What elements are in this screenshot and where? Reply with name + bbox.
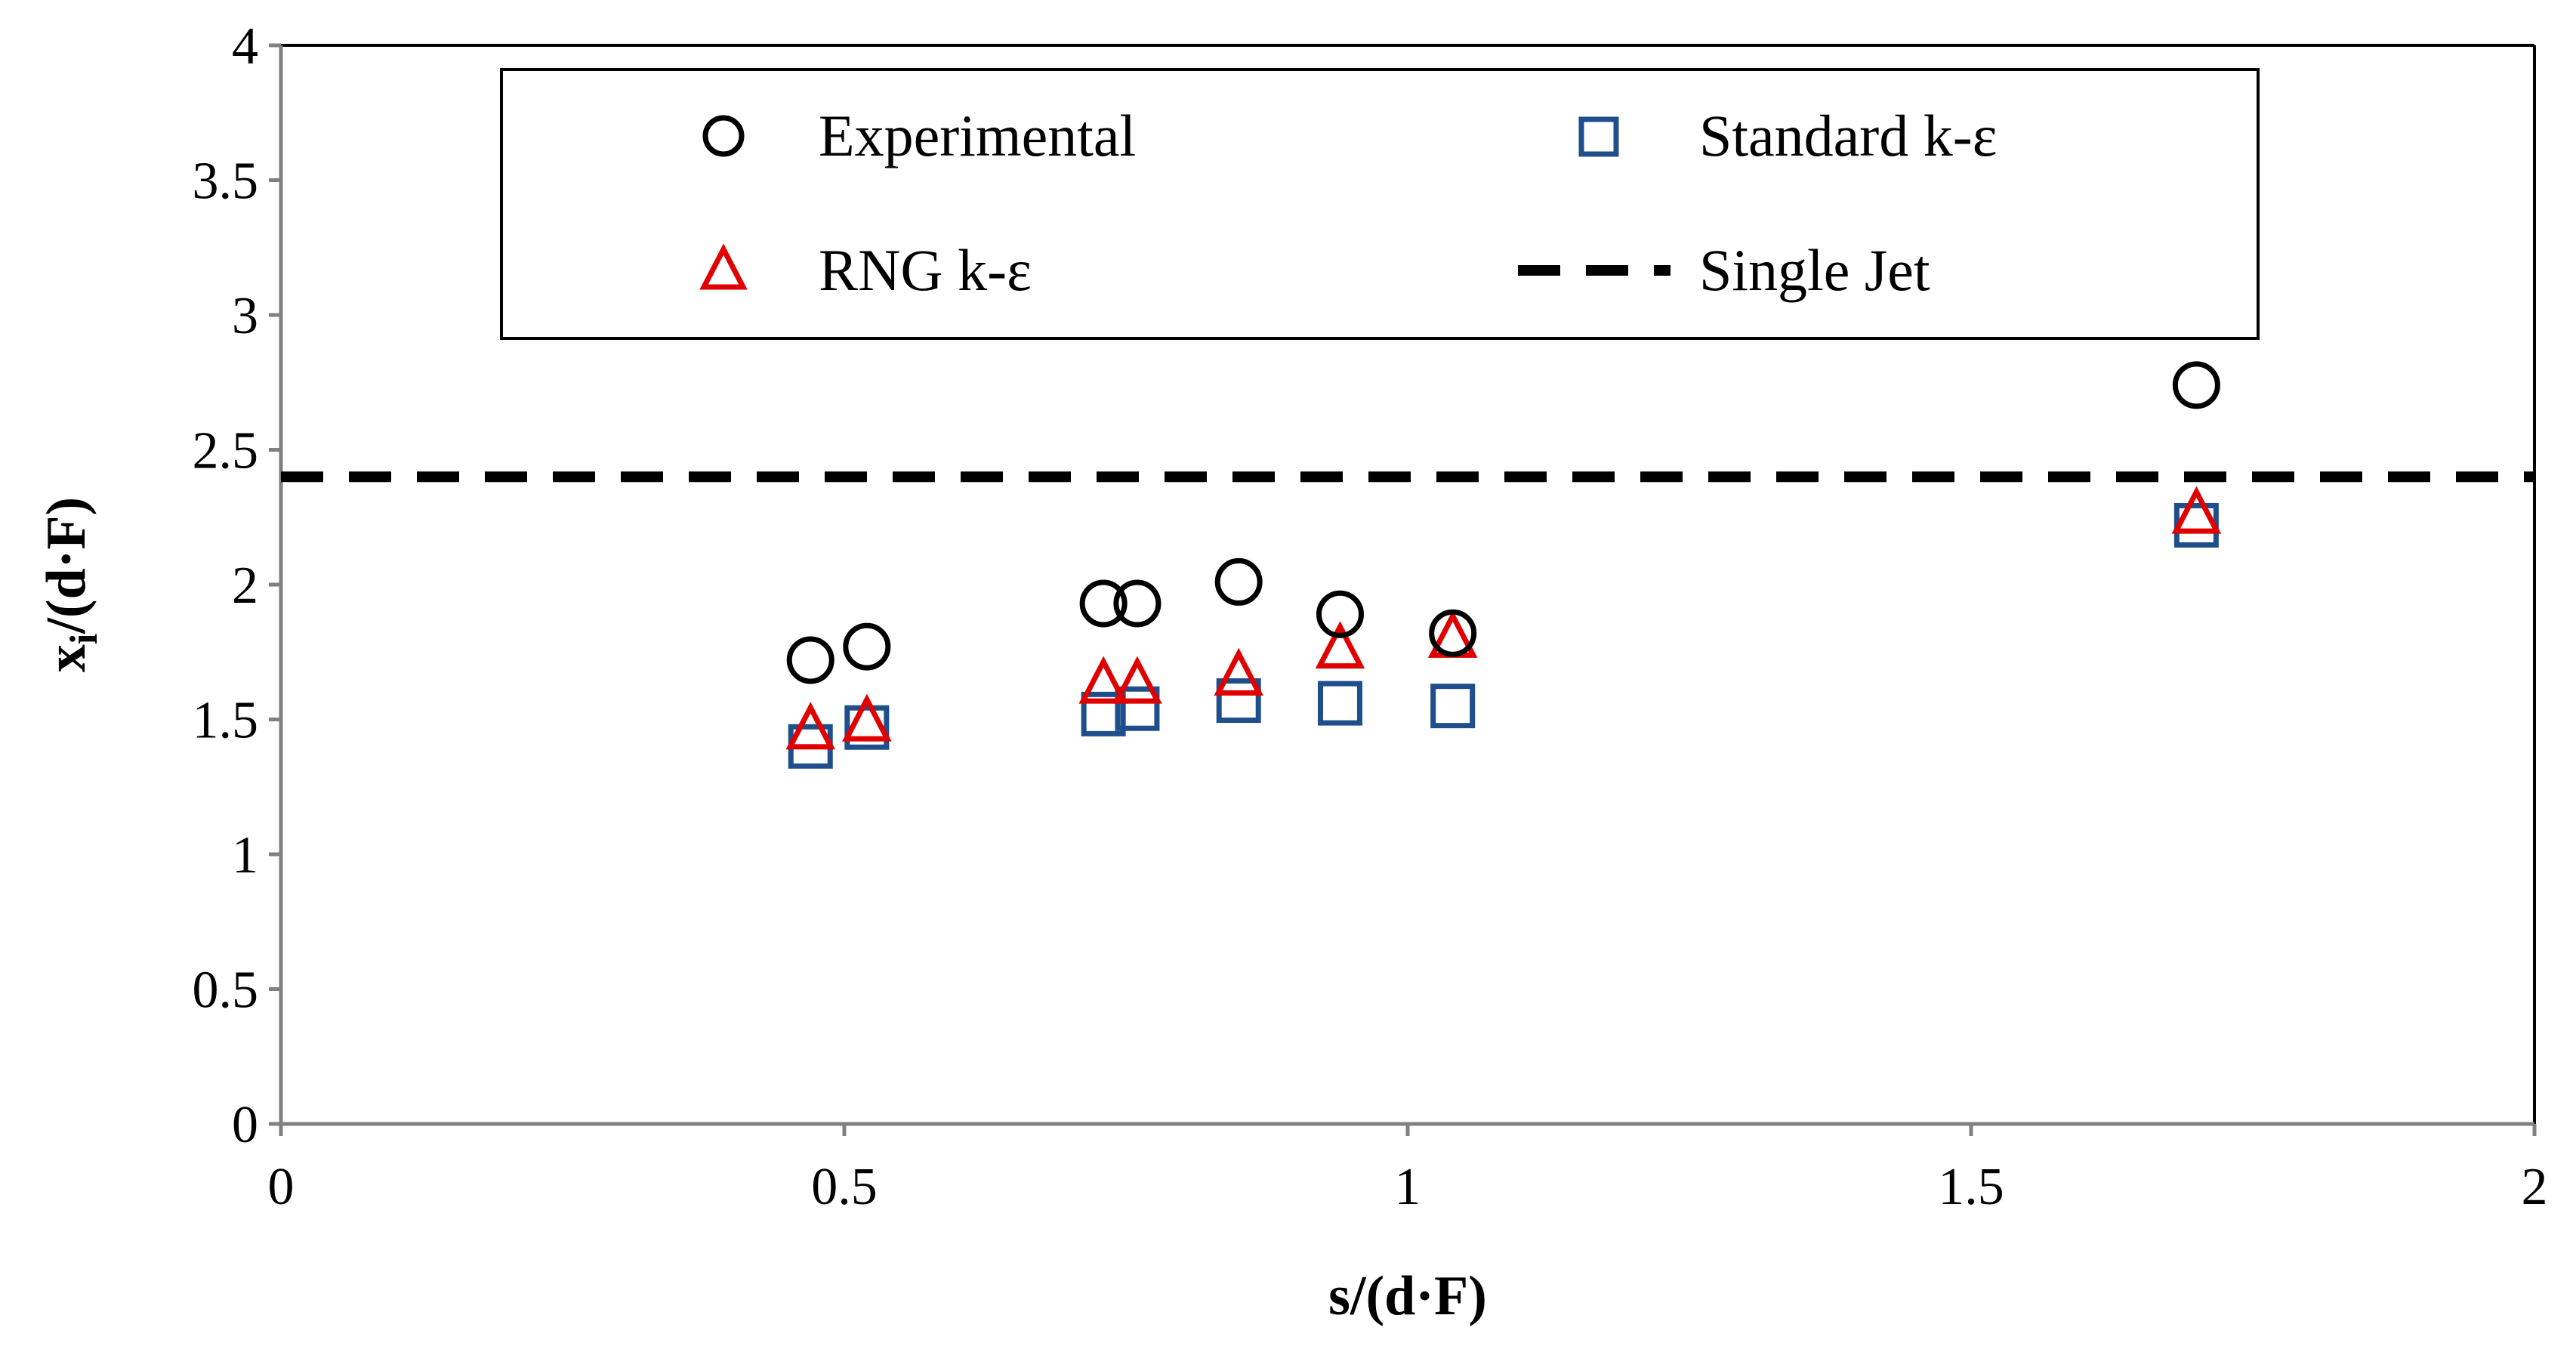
x-tick-label: 1.5: [1938, 1158, 2004, 1216]
y-axis-title: xi/(d·F): [35, 497, 106, 672]
y-axis-title-main: x: [35, 644, 97, 672]
legend-box: [500, 68, 2260, 340]
point-experimental: [2172, 361, 2220, 409]
y-tick-label: 2.5: [193, 422, 259, 480]
legend-label-standard: Standard k-ε: [1699, 103, 1998, 168]
point-standard-k-epsilon: [1115, 686, 1160, 731]
legend-label-rng: RNG k-ε: [819, 237, 1032, 303]
point-rng-k-epsilon: [1112, 656, 1162, 704]
legend-marker-standard: [1578, 116, 1619, 157]
y-tick-label: 0.5: [193, 962, 259, 1020]
y-tick-label: 4: [232, 17, 258, 76]
legend-label-single-jet: Single Jet: [1699, 237, 1930, 303]
point-experimental: [1113, 579, 1162, 628]
data-points: [785, 361, 2222, 769]
legend-marker-experimental: [702, 115, 745, 157]
y-tick-label: 0: [232, 1096, 258, 1154]
point-experimental: [1079, 579, 1128, 628]
y-tick-label: 1.5: [193, 692, 259, 750]
point-rng-k-epsilon: [785, 702, 836, 750]
point-experimental: [1429, 609, 1477, 657]
point-experimental: [1316, 590, 1364, 638]
point-standard-k-epsilon: [1216, 678, 1261, 724]
x-axis-title: s/(d·F): [1328, 1265, 1487, 1327]
point-experimental: [843, 622, 891, 671]
y-axis-title-sub: i: [63, 634, 106, 644]
point-standard-k-epsilon: [1081, 691, 1126, 736]
y-tick-label: 3: [232, 287, 258, 345]
point-standard-k-epsilon: [1430, 684, 1476, 729]
legend-label-experimental: Experimental: [819, 103, 1136, 168]
y-tick-label: 1: [232, 826, 258, 884]
y-tick-label: 2: [232, 557, 258, 615]
y-ticks: 0 0.5 1 1.5 2 2.5 3 3.5 4: [193, 17, 281, 1154]
x-tick-label: 0: [268, 1158, 295, 1216]
point-standard-k-epsilon: [1317, 681, 1362, 726]
point-rng-k-epsilon: [1078, 656, 1128, 704]
point-rng-k-epsilon: [1315, 621, 1365, 669]
x-ticks: 0 0.5 1 1.5 2: [268, 1124, 2548, 1216]
legend-marker-rng: [699, 243, 748, 290]
point-experimental: [1214, 557, 1263, 606]
point-rng-k-epsilon: [1214, 647, 1263, 696]
point-rng-k-epsilon: [2171, 486, 2222, 534]
x-tick-label: 0.5: [811, 1158, 878, 1216]
y-tick-label: 3.5: [193, 153, 259, 211]
point-standard-k-epsilon: [844, 705, 890, 750]
point-rng-k-epsilon: [842, 693, 892, 742]
point-experimental: [786, 636, 835, 684]
legend: Experimental Standard k-ε RNG k-ε Single…: [500, 68, 2260, 340]
x-tick-label: 1: [1395, 1158, 1421, 1216]
x-tick-label: 2: [2522, 1158, 2548, 1216]
y-axis-title-rest: /(d·F): [35, 497, 97, 634]
